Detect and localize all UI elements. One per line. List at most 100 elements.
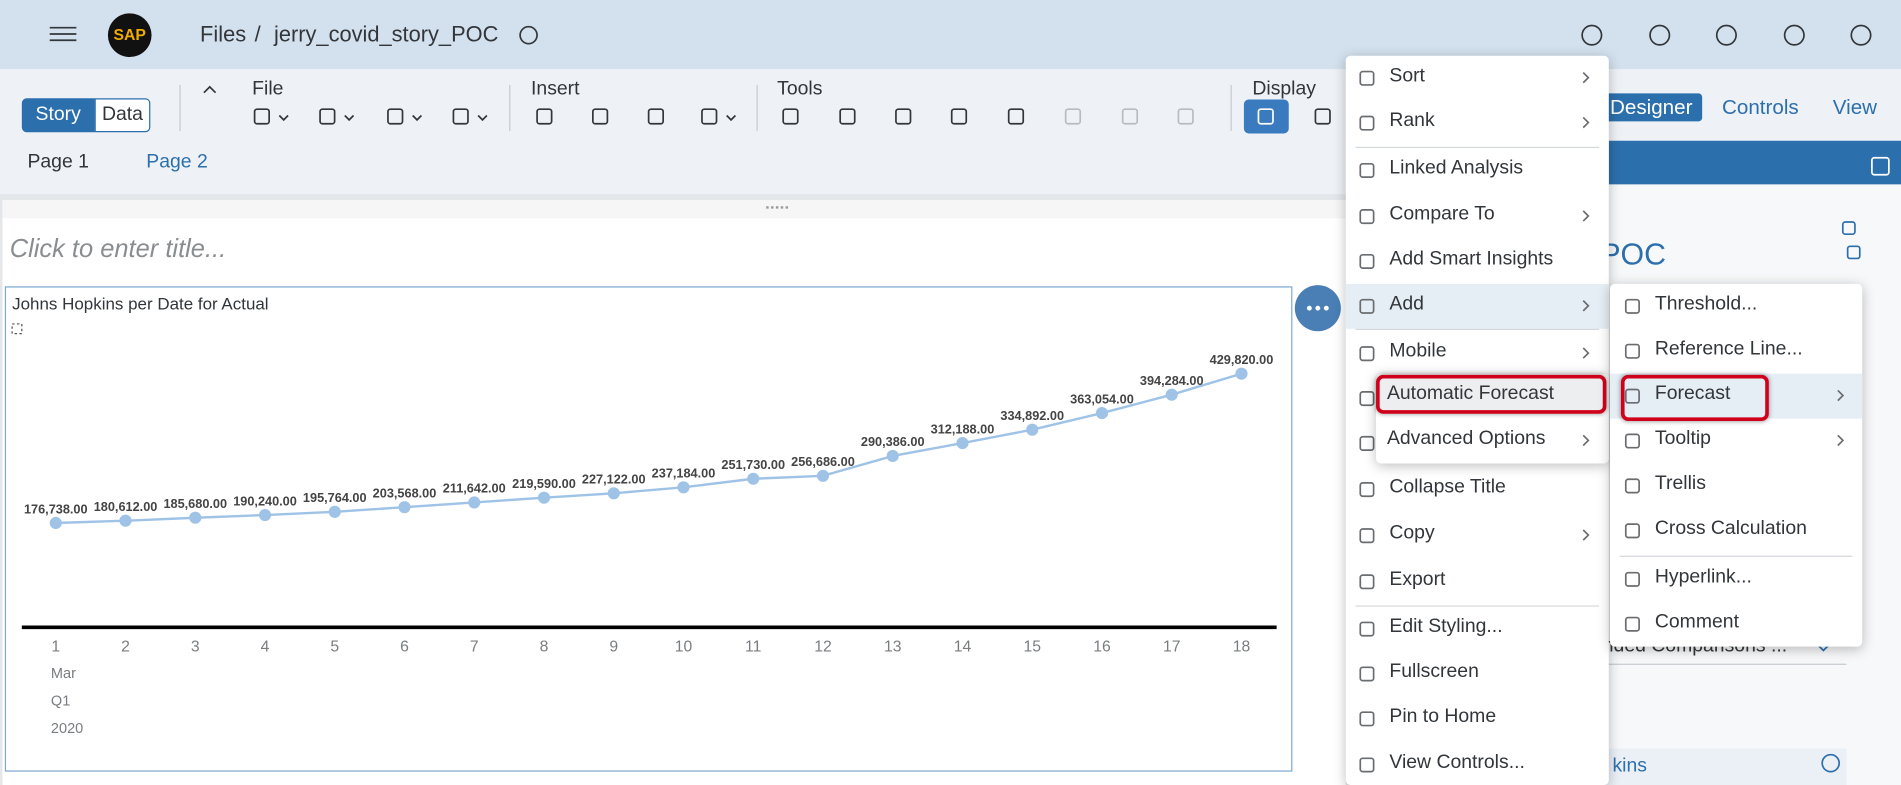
menu-item[interactable]: Automatic Forecast [1386,383,1555,405]
page-tab[interactable]: Page 2 [146,151,208,173]
glyph [1624,571,1640,587]
menu-item[interactable]: Copy [1389,522,1435,544]
toolbar-icon [1314,108,1331,125]
menu-item[interactable]: Edit Styling... [1389,616,1503,637]
dropdown-caret [1817,644,1830,652]
menu-item[interactable]: View Controls... [1389,752,1525,773]
toolbar-icon [536,108,553,125]
point [956,437,969,450]
comment-toggle[interactable] [1243,99,1289,134]
glyph [1837,434,1845,447]
shell-icon [1850,24,1872,46]
toolbar-icon [782,108,799,125]
glyph [1358,710,1374,726]
menu-item[interactable]: Pin to Home [1389,706,1497,727]
chart-widget [4,286,1293,772]
glyph [1064,108,1082,125]
remove-icon [1821,753,1841,773]
menu-item[interactable]: Comment [1654,611,1739,633]
menu-icon [1358,710,1374,726]
value-label: 219,590.00 [512,476,576,491]
shell-icon [1783,24,1805,46]
menu-item[interactable]: Add [1389,293,1424,315]
menu-item[interactable]: Add Smart Insights [1389,248,1554,270]
menu-item[interactable]: Forecast [1654,383,1731,405]
menu-item[interactable]: Export [1389,569,1446,590]
breadcrumb-separator: / [254,21,261,47]
point [119,514,132,527]
story-title[interactable]: Click to enter title... [9,235,227,264]
x-tick-label: 5 [330,639,339,656]
menu-item[interactable]: Cross Calculation [1654,518,1807,539]
menu-item-highlight [1345,283,1609,329]
right-tab[interactable]: Designer [1609,95,1693,119]
page-tab[interactable]: Page 1 [27,151,89,173]
toolbar-icon [839,108,856,125]
point [258,508,272,522]
glyph [519,25,538,45]
menu-item[interactable]: Collapse Title [1389,476,1506,498]
glyph [477,114,488,122]
glyph [895,108,912,125]
glyph [1624,388,1640,404]
grip [766,206,789,209]
toolbar-group-label: File [252,78,284,100]
glyph [319,108,336,125]
submenu-arrow [1582,116,1590,129]
menu-icon [1624,571,1640,587]
glyph [726,114,737,122]
menu-item[interactable]: Linked Analysis [1389,157,1524,179]
point [398,501,411,514]
menu-icon [1358,756,1374,772]
shell-icon [1715,24,1737,46]
glyph [1846,245,1861,260]
glyph [1582,300,1590,312]
submenu-arrow [1582,71,1590,84]
menu-item[interactable]: Trellis [1654,473,1706,494]
menu-item[interactable]: Sort [1389,65,1425,87]
x-tick-label: 15 [1023,639,1041,656]
point [328,505,341,518]
menu-item[interactable]: Fullscreen [1389,661,1479,682]
breadcrumb-root[interactable]: Files [200,21,247,47]
right-tab[interactable]: View [1832,95,1878,119]
shell-icon [1581,24,1603,46]
glyph [1177,108,1194,125]
menu-item[interactable]: Compare To [1389,203,1495,225]
menu-item[interactable]: Hyperlink... [1654,566,1752,588]
glyph [1358,527,1374,543]
toolbar-icon [592,108,609,125]
glyph [839,108,856,125]
mode-data[interactable]: Data [94,98,151,133]
menu-item[interactable]: Rank [1389,110,1435,132]
more-dot [1306,305,1312,311]
menu-icon [1358,70,1374,86]
glyph [1358,481,1374,497]
x-tick-label: 9 [609,639,618,656]
toolbar-group-label: Insert [531,78,580,100]
menu-icon [1624,477,1640,493]
mode-story[interactable]: Story [21,98,95,133]
menu-icon [1358,298,1374,314]
value-label: 251,730.00 [721,457,785,472]
x-tick-label: 12 [814,639,832,656]
comment-icon [1257,108,1274,125]
glyph [782,108,799,125]
dropdown-caret [477,114,488,122]
menu-item[interactable]: Advanced Options [1386,428,1546,449]
menu-icon [1358,390,1374,406]
glyph [1314,108,1331,125]
dropdown-caret [344,114,355,122]
menu-item[interactable]: Mobile [1389,340,1447,362]
favorite-star [519,25,538,45]
glyph [1358,665,1374,681]
menu-item[interactable]: Reference Line... [1654,338,1803,360]
dropdown-caret [412,114,423,122]
right-tab[interactable]: Controls [1721,95,1799,119]
menu-item[interactable]: Tooltip [1654,428,1711,449]
menu-item[interactable]: Threshold... [1654,293,1758,315]
x-tick-label: 13 [884,639,902,656]
toolbar-group-label: Tools [777,78,823,100]
glyph [1821,753,1841,773]
